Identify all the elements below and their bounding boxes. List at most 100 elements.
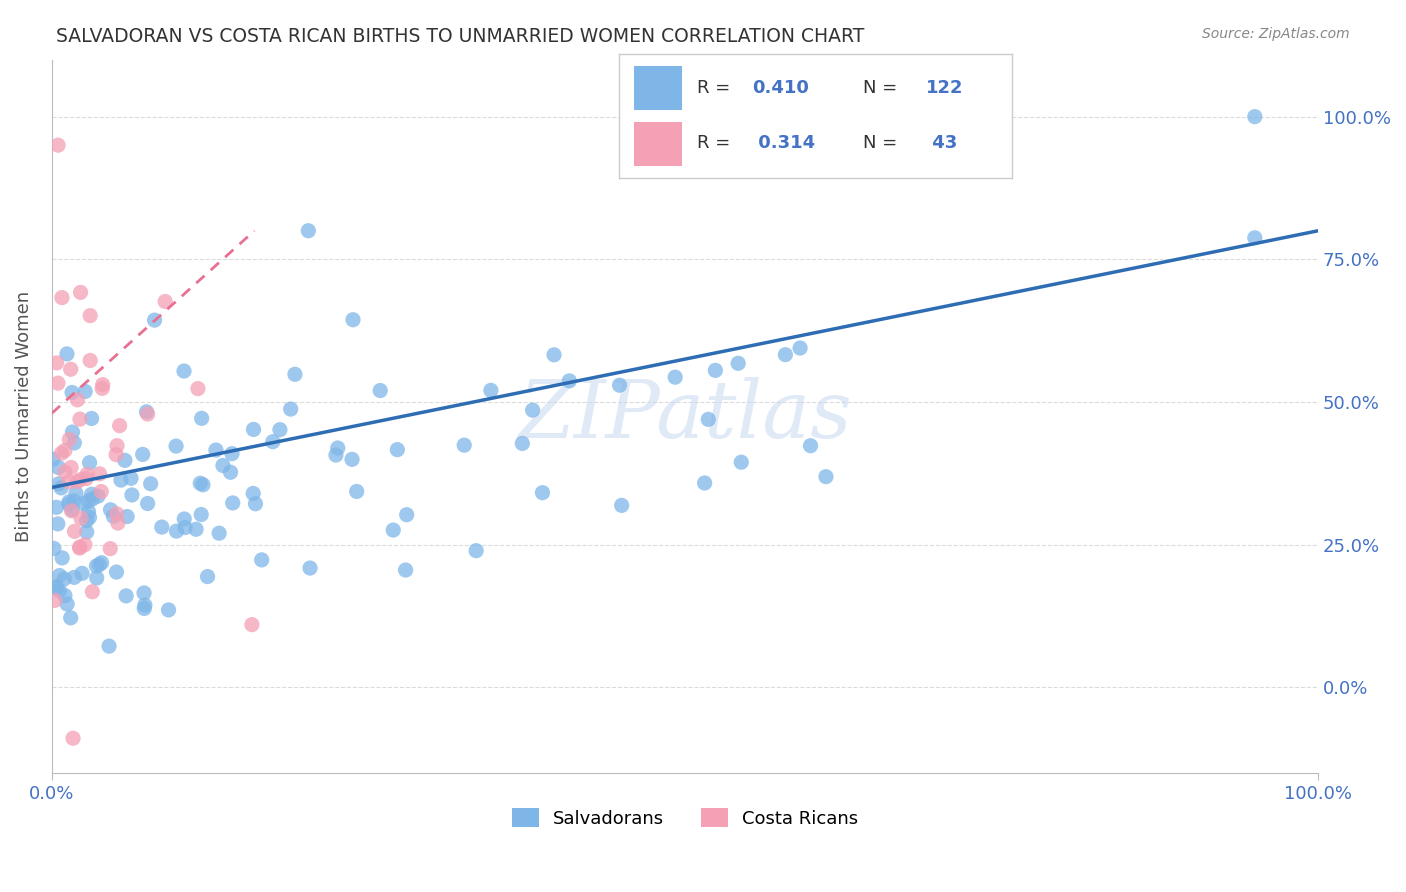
Costa Ricans — [69, 540, 91, 554]
Costa Ricans — [69, 285, 91, 300]
Salvadorans — [63, 494, 86, 508]
Costa Ricans — [66, 475, 89, 489]
Salvadorans — [139, 476, 162, 491]
Salvadorans — [51, 550, 73, 565]
Costa Ricans — [79, 353, 101, 368]
Costa Ricans — [70, 511, 93, 525]
Salvadorans — [262, 434, 284, 449]
Salvadorans — [79, 510, 101, 524]
Salvadorans — [531, 485, 554, 500]
Salvadorans — [58, 495, 80, 509]
Salvadorans — [558, 374, 581, 388]
Salvadorans — [775, 348, 797, 362]
Salvadorans — [346, 484, 368, 499]
Salvadorans — [727, 356, 749, 370]
Salvadorans — [70, 566, 93, 581]
Salvadorans — [191, 477, 214, 491]
Costa Ricans — [45, 356, 67, 370]
Salvadorans — [789, 341, 811, 355]
Salvadorans — [166, 524, 188, 538]
Salvadorans — [86, 559, 108, 574]
Salvadorans — [799, 439, 821, 453]
Salvadorans — [387, 442, 409, 457]
Salvadorans — [205, 443, 228, 458]
Costa Ricans — [51, 446, 73, 460]
Salvadorans — [87, 489, 110, 503]
Salvadorans — [60, 502, 83, 516]
Salvadorans — [221, 447, 243, 461]
Salvadorans — [284, 368, 307, 382]
Costa Ricans — [69, 412, 91, 426]
Salvadorans — [53, 572, 76, 586]
Salvadorans — [704, 363, 727, 377]
Salvadorans — [42, 541, 65, 556]
Text: R =: R = — [697, 135, 737, 153]
Text: 0.410: 0.410 — [752, 79, 810, 97]
Costa Ricans — [69, 541, 91, 555]
Salvadorans — [135, 405, 157, 419]
Salvadorans — [173, 512, 195, 526]
Costa Ricans — [51, 291, 73, 305]
Costa Ricans — [89, 467, 111, 481]
Costa Ricans — [107, 516, 129, 530]
Salvadorans — [63, 570, 86, 584]
Salvadorans — [56, 347, 79, 361]
Costa Ricans — [76, 467, 98, 482]
Salvadorans — [114, 453, 136, 467]
Salvadorans — [1243, 231, 1265, 245]
Costa Ricans — [58, 433, 80, 447]
Salvadorans — [89, 558, 111, 572]
Salvadorans — [80, 411, 103, 425]
Salvadorans — [49, 481, 72, 495]
Salvadorans — [245, 497, 267, 511]
Salvadorans — [150, 520, 173, 534]
Costa Ricans — [46, 376, 69, 391]
Salvadorans — [250, 553, 273, 567]
Salvadorans — [382, 523, 405, 537]
Salvadorans — [143, 313, 166, 327]
Salvadorans — [75, 384, 97, 399]
Costa Ricans — [62, 731, 84, 746]
Salvadorans — [120, 471, 142, 485]
Salvadorans — [208, 526, 231, 541]
Salvadorans — [510, 436, 533, 450]
Salvadorans — [86, 571, 108, 585]
Salvadorans — [222, 496, 245, 510]
Salvadorans — [197, 569, 219, 583]
Salvadorans — [48, 460, 70, 475]
Costa Ricans — [90, 484, 112, 499]
Salvadorans — [62, 425, 84, 439]
Costa Ricans — [75, 471, 97, 485]
Costa Ricans — [136, 407, 159, 421]
Salvadorans — [105, 565, 128, 579]
Salvadorans — [174, 520, 197, 534]
Salvadorans — [299, 561, 322, 575]
Salvadorans — [46, 516, 69, 531]
Costa Ricans — [91, 381, 114, 395]
Salvadorans — [110, 473, 132, 487]
Salvadorans — [340, 452, 363, 467]
Salvadorans — [184, 522, 207, 536]
Costa Ricans — [44, 593, 66, 607]
Salvadorans — [115, 589, 138, 603]
Salvadorans — [53, 589, 76, 603]
Salvadorans — [280, 402, 302, 417]
Costa Ricans — [105, 439, 128, 453]
Text: 43: 43 — [925, 135, 957, 153]
Costa Ricans — [105, 507, 128, 521]
Salvadorans — [134, 598, 156, 612]
Salvadorans — [342, 312, 364, 326]
Salvadorans — [60, 385, 83, 400]
Legend: Salvadorans, Costa Ricans: Salvadorans, Costa Ricans — [505, 801, 865, 835]
Costa Ricans — [73, 538, 96, 552]
Salvadorans — [115, 509, 138, 524]
Text: Source: ZipAtlas.com: Source: ZipAtlas.com — [1202, 27, 1350, 41]
Salvadorans — [297, 224, 319, 238]
Salvadorans — [693, 475, 716, 490]
Salvadorans — [79, 456, 101, 470]
Salvadorans — [77, 505, 100, 519]
Salvadorans — [394, 563, 416, 577]
Salvadorans — [664, 370, 686, 384]
Costa Ricans — [98, 541, 121, 556]
Salvadorans — [131, 447, 153, 461]
